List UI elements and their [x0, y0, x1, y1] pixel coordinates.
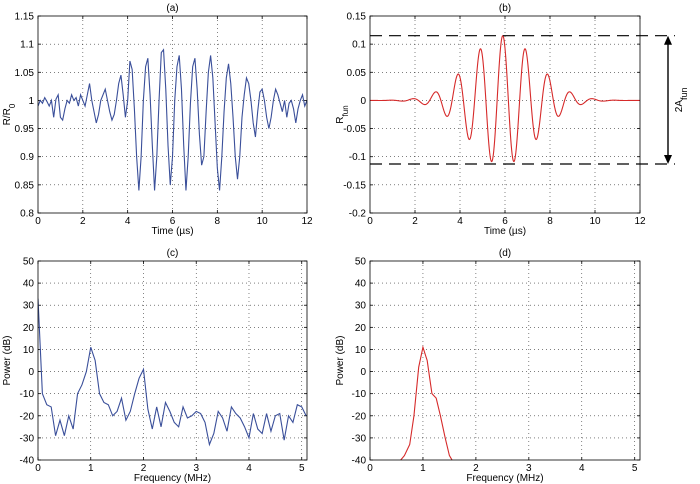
x-tick-label: 1 [420, 463, 426, 474]
series-line [38, 48, 307, 191]
y-tick-label: -10 [352, 389, 367, 400]
panel-b: 0 2 4 6 8 10 12 -0.2 -0.15 -0.1 -0.05 0 0.05 0.1 0.15 (… [335, 3, 689, 237]
x-tick-label: 2 [80, 216, 86, 227]
y-tick-label: -10 [20, 389, 35, 400]
y-tick-label: 1.15 [15, 12, 35, 23]
y-tick-label: 10 [23, 345, 35, 356]
x-tick-label: 2 [141, 463, 147, 474]
y-tick-label: -0.05 [343, 124, 366, 135]
y-tick-label: 0.95 [15, 124, 35, 135]
y-axis-label-subscript: 0 [8, 103, 17, 108]
y-tick-label: 30 [355, 301, 367, 312]
y-axis-label-subscript: fun [341, 105, 350, 116]
y-tick-label: 1.1 [20, 40, 34, 51]
y-tick-label: 1.05 [15, 68, 35, 79]
y-tick-label: -40 [20, 456, 35, 467]
panel-d: 0 1 2 3 4 5 -40 -30 -20 -10 0 10 20 30 40 50 (d) Frequenc… [335, 248, 641, 484]
series-line [400, 345, 453, 460]
x-tick-label: 1 [88, 463, 94, 474]
amplitude-annotation: 2Afun [674, 87, 689, 112]
panel-c: 0 1 2 3 4 5 -40 -30 -20 -10 0 10 20 30 40 50 (c) Frequenc… [2, 248, 308, 484]
y-tick-label: 50 [355, 257, 367, 268]
x-tick-label: 6 [502, 216, 508, 227]
y-tick-label: 20 [355, 323, 367, 334]
y-tick-label: -0.2 [349, 209, 367, 220]
plot-frame [369, 260, 641, 461]
y-tick-label: -30 [20, 433, 35, 444]
series-line [370, 34, 640, 163]
x-tick-label: 0 [367, 463, 373, 474]
x-tick-label: 12 [301, 216, 313, 227]
y-axis-label: Power (dB) [2, 335, 13, 385]
x-tick-label: 3 [526, 463, 532, 474]
x-tick-label: 0 [35, 463, 41, 474]
x-tick-label: 8 [547, 216, 553, 227]
panel-title: (b) [499, 3, 511, 14]
y-tick-label: 40 [23, 279, 35, 290]
x-tick-label: 0 [367, 216, 373, 227]
y-tick-label: 40 [355, 279, 367, 290]
y-tick-label: 30 [23, 301, 35, 312]
panel-title: (c) [167, 248, 179, 259]
x-tick-label: 4 [457, 216, 463, 227]
amplitude-arrow-head-up [664, 35, 672, 45]
plot-frame [37, 15, 308, 214]
series-line [38, 298, 307, 447]
x-tick-label: 4 [246, 463, 252, 474]
panel-a: 0 2 4 6 8 10 12 0.8 0.85 0.9 0.95 1 1.05 1.1 1.15 (a) Ti… [2, 3, 313, 237]
x-tick-label: 4 [579, 463, 585, 474]
x-tick-label: 0 [35, 216, 41, 227]
x-tick-label: 10 [589, 216, 601, 227]
y-tick-label: 0.1 [352, 40, 366, 51]
x-tick-label: 2 [473, 463, 479, 474]
x-axis-label: Frequency (MHz) [134, 473, 211, 484]
y-tick-label: 10 [355, 345, 367, 356]
y-tick-label: 0.15 [347, 12, 367, 23]
y-tick-label: 0 [360, 367, 366, 378]
y-tick-label: 0.8 [20, 209, 34, 220]
y-tick-label: -30 [352, 433, 367, 444]
plot-frame [369, 15, 641, 214]
y-tick-label: 20 [23, 323, 35, 334]
panel-title: (a) [166, 3, 178, 14]
y-tick-label: 1 [28, 96, 34, 107]
y-tick-label: -20 [20, 411, 35, 422]
y-tick-label: -20 [352, 411, 367, 422]
x-tick-label: 8 [215, 216, 221, 227]
x-tick-label: 3 [193, 463, 199, 474]
y-axis-label: Rfun [335, 105, 350, 123]
y-tick-label: -0.1 [349, 152, 367, 163]
y-tick-label: -40 [352, 456, 367, 467]
x-tick-label: 2 [412, 216, 418, 227]
y-tick-label: 0.05 [347, 68, 367, 79]
x-tick-label: 4 [125, 216, 131, 227]
y-tick-label: 0.9 [20, 152, 34, 163]
x-tick-label: 12 [634, 216, 646, 227]
y-tick-label: -0.15 [343, 180, 366, 191]
x-tick-label: 10 [257, 216, 269, 227]
amplitude-arrow-head-down [664, 155, 672, 165]
y-axis-label: R/R0 [2, 103, 17, 125]
x-axis-label: Frequency (MHz) [466, 473, 543, 484]
plot-frame [37, 260, 308, 461]
x-axis-label: Time (µs) [484, 226, 526, 237]
x-tick-label: 5 [299, 463, 305, 474]
x-tick-label: 5 [632, 463, 638, 474]
y-tick-label: 0 [28, 367, 34, 378]
y-tick-label: 50 [23, 257, 35, 268]
panel-title: (d) [499, 248, 511, 259]
x-tick-label: 6 [170, 216, 176, 227]
y-tick-label: 0.85 [15, 180, 35, 191]
x-axis-label: Time (µs) [151, 226, 193, 237]
y-tick-label: 0 [360, 96, 366, 107]
amplitude-annotation-subscript: fun [679, 87, 689, 100]
y-axis-label: Power (dB) [335, 335, 346, 385]
